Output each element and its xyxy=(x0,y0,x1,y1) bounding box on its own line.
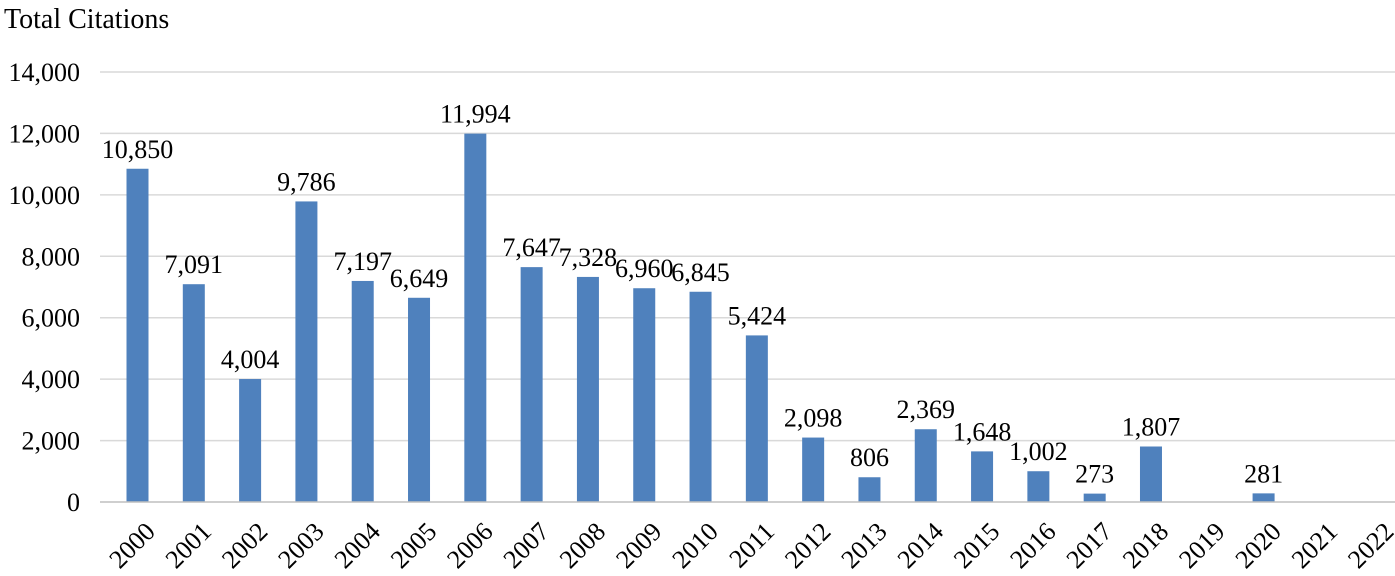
data-label-2020: 281 xyxy=(1244,459,1283,488)
data-label-2012: 2,098 xyxy=(784,404,843,433)
data-label-2009: 6,960 xyxy=(615,254,674,283)
x-tick-label-2006: 2006 xyxy=(441,517,498,574)
y-tick-label: 6,000 xyxy=(22,304,81,333)
data-label-2015: 1,648 xyxy=(953,417,1012,446)
bar-2004 xyxy=(351,280,374,502)
bar-2017 xyxy=(1083,493,1106,502)
data-label-2000: 10,850 xyxy=(102,135,174,164)
data-label-2016: 1,002 xyxy=(1009,437,1068,466)
data-label-2010: 6,845 xyxy=(671,258,730,287)
x-tick-label-2020: 2020 xyxy=(1230,517,1287,574)
bar-2018 xyxy=(1139,446,1162,502)
x-tick-label-2018: 2018 xyxy=(1117,517,1174,574)
data-label-2014: 2,369 xyxy=(897,395,956,424)
y-tick-label: 2,000 xyxy=(22,427,81,456)
x-tick-label-2022: 2022 xyxy=(1342,517,1395,574)
data-label-2006: 11,994 xyxy=(440,100,511,129)
data-label-2003: 9,786 xyxy=(277,167,336,196)
x-tick-label-2014: 2014 xyxy=(892,517,949,574)
data-label-2008: 7,328 xyxy=(559,243,618,272)
bar-2014 xyxy=(914,429,937,502)
y-tick-label: 12,000 xyxy=(9,119,81,148)
data-label-2005: 6,649 xyxy=(390,264,449,293)
bar-2007 xyxy=(520,267,543,502)
y-tick-label: 4,000 xyxy=(22,365,81,394)
data-label-2007: 7,647 xyxy=(502,233,561,262)
data-label-2011: 5,424 xyxy=(728,301,787,330)
bar-2010 xyxy=(689,291,712,502)
y-tick-label: 14,000 xyxy=(9,58,81,87)
x-tick-label-2015: 2015 xyxy=(948,517,1005,574)
bar-2020 xyxy=(1252,493,1275,502)
y-axis-ticks: 0 2,000 4,000 6,000 8,000 10,000 12,000 14,000 xyxy=(9,58,81,517)
y-tick-label: 10,000 xyxy=(9,181,81,210)
x-tick-label-2002: 2002 xyxy=(216,517,273,574)
bar-2009 xyxy=(633,288,656,502)
bar-2008 xyxy=(576,276,599,502)
y-tick-label: 8,000 xyxy=(22,242,81,271)
x-tick-label-2019: 2019 xyxy=(1173,517,1230,574)
x-tick-label-2001: 2001 xyxy=(160,517,217,574)
x-axis-ticks: 2000 2001 2002 2003 2004 2005 2006 2007 2008 2009… xyxy=(103,517,1395,574)
bar-2006 xyxy=(464,133,487,502)
bar-2016 xyxy=(1027,471,1050,502)
x-tick-label-2011: 2011 xyxy=(724,517,781,574)
bar-2013 xyxy=(858,477,881,502)
x-tick-label-2017: 2017 xyxy=(1061,517,1118,574)
x-tick-label-2004: 2004 xyxy=(329,517,386,574)
x-tick-label-2000: 2000 xyxy=(103,517,160,574)
bars xyxy=(126,133,1275,502)
data-label-2013: 806 xyxy=(850,443,889,472)
bar-2012 xyxy=(802,437,825,502)
data-label-2017: 273 xyxy=(1075,460,1114,489)
bar-2000 xyxy=(126,168,149,502)
x-tick-label-2003: 2003 xyxy=(272,517,329,574)
bar-2002 xyxy=(239,379,262,502)
x-tick-label-2008: 2008 xyxy=(554,517,611,574)
bar-2015 xyxy=(971,451,994,502)
x-tick-label-2009: 2009 xyxy=(610,517,667,574)
bar-2011 xyxy=(745,335,768,502)
x-tick-label-2012: 2012 xyxy=(779,517,836,574)
chart-title: Total Citations xyxy=(4,4,169,35)
data-label-2018: 1,807 xyxy=(1122,412,1181,441)
x-tick-label-2010: 2010 xyxy=(667,517,724,574)
data-label-2002: 4,004 xyxy=(221,345,280,374)
x-tick-label-2016: 2016 xyxy=(1004,517,1061,574)
x-tick-label-2021: 2021 xyxy=(1286,517,1343,574)
data-label-2001: 7,091 xyxy=(165,250,224,279)
y-tick-label: 0 xyxy=(67,488,80,517)
x-tick-label-2007: 2007 xyxy=(498,517,555,574)
x-tick-label-2013: 2013 xyxy=(835,517,892,574)
x-tick-label-2005: 2005 xyxy=(385,517,442,574)
bar-2003 xyxy=(295,201,318,502)
bar-2005 xyxy=(408,297,431,502)
bar-2001 xyxy=(182,284,205,502)
data-label-2004: 7,197 xyxy=(333,247,392,276)
